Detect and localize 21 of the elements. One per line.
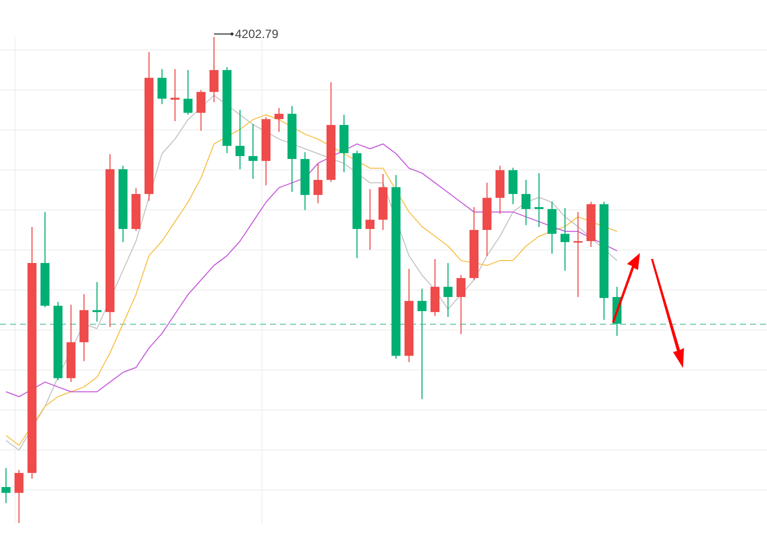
candlestick xyxy=(14,470,24,524)
candlestick xyxy=(522,179,530,226)
candlestick xyxy=(184,70,192,116)
candlestick xyxy=(418,288,426,400)
candlestick xyxy=(196,89,206,132)
candlestick xyxy=(534,172,544,228)
candlestick xyxy=(158,68,166,105)
candlestick xyxy=(2,468,10,504)
candlestick xyxy=(560,208,570,272)
candlestick xyxy=(248,123,258,180)
candlestick xyxy=(366,188,374,250)
candlestick xyxy=(92,281,102,322)
candlestick xyxy=(574,211,582,298)
candlestick xyxy=(456,274,466,334)
candlestick xyxy=(508,167,518,205)
candlestick xyxy=(210,36,218,103)
candlestick xyxy=(314,163,322,204)
candlestick xyxy=(444,262,452,318)
candlestick xyxy=(274,107,284,132)
candlestick xyxy=(236,109,244,170)
annotation: 4202.79 xyxy=(235,27,279,41)
